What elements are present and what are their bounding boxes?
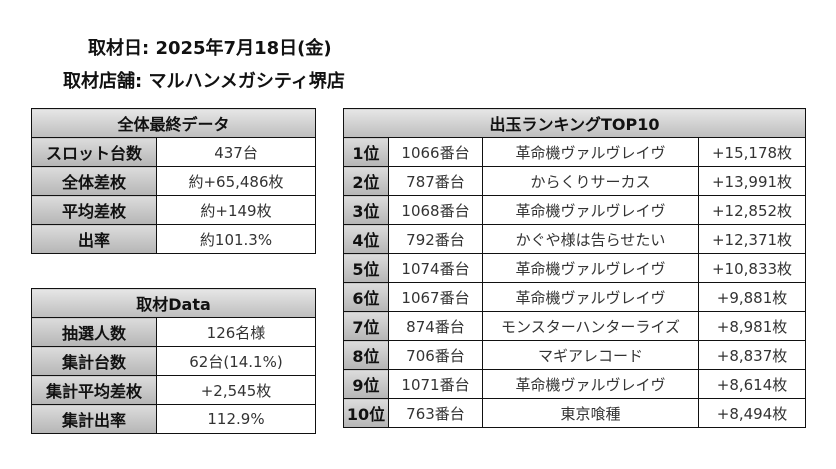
table-row: 10位 763番台 東京喰種 +8,494枚 [343, 398, 807, 428]
row-value: 126名様 [156, 317, 316, 347]
diff-value-cell: +10,833枚 [697, 253, 807, 283]
machine-number-cell: 1074番台 [388, 253, 483, 283]
diff-value-cell: +12,852枚 [697, 195, 807, 225]
table-row: 5位 1074番台 革命機ヴァルヴレイヴ +10,833枚 [343, 253, 807, 283]
table-row: 集計出率 112.9% [31, 404, 316, 434]
machine-number-cell: 1067番台 [388, 282, 483, 312]
table-row: 1位 1066番台 革命機ヴァルヴレイヴ +15,178枚 [343, 137, 807, 167]
machine-number-cell: 706番台 [388, 340, 483, 370]
table-row: 9位 1071番台 革命機ヴァルヴレイヴ +8,614枚 [343, 369, 807, 399]
rank-cell: 9位 [343, 369, 389, 399]
rank-cell: 3位 [343, 195, 389, 225]
machine-name-cell: かぐや様は告らせたい [482, 224, 699, 254]
machine-number-cell: 1066番台 [388, 137, 483, 167]
table-row: 平均差枚 約+149枚 [31, 195, 317, 225]
machine-name-cell: からくりサーカス [482, 166, 699, 196]
row-label: 出率 [31, 224, 157, 254]
table-row: 出率 約101.3% [31, 224, 317, 254]
row-value: 62台(14.1%) [156, 346, 316, 376]
machine-name-cell: 革命機ヴァルヴレイヴ [482, 195, 699, 225]
row-value: 約+65,486枚 [155, 166, 317, 196]
coverage-store: 取材店舗: マルハンメガシティ堺店 [63, 71, 345, 92]
table-row: 2位 787番台 からくりサーカス +13,991枚 [343, 166, 807, 196]
coverage-table-title: 取材Data [31, 288, 316, 318]
table-row: 抽選人数 126名様 [31, 317, 316, 347]
diff-value-cell: +8,981枚 [697, 311, 807, 341]
row-value: 112.9% [156, 404, 316, 434]
ranking-table-title: 出玉ランキングTOP10 [342, 108, 807, 138]
row-label: 集計平均差枚 [31, 375, 157, 405]
machine-name-cell: 革命機ヴァルヴレイヴ [482, 282, 699, 312]
row-value: 437台 [155, 137, 317, 167]
rank-cell: 4位 [343, 224, 389, 254]
diff-value-cell: +8,494枚 [697, 398, 807, 428]
diff-value-cell: +8,614枚 [697, 369, 807, 399]
row-label: 全体差枚 [31, 166, 157, 196]
diff-value-cell: +12,371枚 [697, 224, 807, 254]
table-row: 集計台数 62台(14.1%) [31, 346, 316, 376]
machine-name-cell: 革命機ヴァルヴレイヴ [482, 137, 699, 167]
machine-name-cell: 革命機ヴァルヴレイヴ [482, 369, 699, 399]
row-label: 集計出率 [31, 404, 157, 434]
diff-value-cell: +9,881枚 [697, 282, 807, 312]
rank-cell: 1位 [343, 137, 389, 167]
machine-number-cell: 1071番台 [388, 369, 483, 399]
diff-value-cell: +8,837枚 [697, 340, 807, 370]
row-value: 約101.3% [155, 224, 317, 254]
machine-name-cell: マギアレコード [482, 340, 699, 370]
coverage-date: 取材日: 2025年7月18日(金) [88, 38, 332, 59]
row-label: 抽選人数 [31, 317, 157, 347]
rank-cell: 10位 [343, 398, 389, 428]
machine-number-cell: 1068番台 [388, 195, 483, 225]
table-row: 6位 1067番台 革命機ヴァルヴレイヴ +9,881枚 [343, 282, 807, 312]
machine-name-cell: 革命機ヴァルヴレイヴ [482, 253, 699, 283]
overall-data-table: 全体最終データ スロット台数 437台 全体差枚 約+65,486枚 平均差枚 … [30, 108, 317, 254]
row-value: 約+149枚 [155, 195, 317, 225]
ranking-table: 出玉ランキングTOP10 1位 1066番台 革命機ヴァルヴレイヴ +15,17… [342, 108, 807, 428]
row-label: 集計台数 [31, 346, 157, 376]
table-row: 全体差枚 約+65,486枚 [31, 166, 317, 196]
row-label: スロット台数 [31, 137, 157, 167]
coverage-data-table: 取材Data 抽選人数 126名様 集計台数 62台(14.1%) 集計平均差枚… [31, 288, 316, 434]
machine-number-cell: 787番台 [388, 166, 483, 196]
rank-cell: 5位 [343, 253, 389, 283]
table-row: 3位 1068番台 革命機ヴァルヴレイヴ +12,852枚 [343, 195, 807, 225]
machine-name-cell: モンスターハンターライズ [482, 311, 699, 341]
diff-value-cell: +15,178枚 [697, 137, 807, 167]
table-row: 7位 874番台 モンスターハンターライズ +8,981枚 [343, 311, 807, 341]
table-row: 集計平均差枚 +2,545枚 [31, 375, 316, 405]
table-row: スロット台数 437台 [31, 137, 317, 167]
row-value: +2,545枚 [156, 375, 316, 405]
overall-table-title: 全体最終データ [30, 108, 317, 138]
rank-cell: 2位 [343, 166, 389, 196]
machine-number-cell: 763番台 [388, 398, 483, 428]
row-label: 平均差枚 [31, 195, 157, 225]
machine-number-cell: 792番台 [388, 224, 483, 254]
diff-value-cell: +13,991枚 [697, 166, 807, 196]
table-row: 8位 706番台 マギアレコード +8,837枚 [343, 340, 807, 370]
table-row: 4位 792番台 かぐや様は告らせたい +12,371枚 [343, 224, 807, 254]
rank-cell: 8位 [343, 340, 389, 370]
rank-cell: 7位 [343, 311, 389, 341]
rank-cell: 6位 [343, 282, 389, 312]
machine-name-cell: 東京喰種 [482, 398, 699, 428]
machine-number-cell: 874番台 [388, 311, 483, 341]
